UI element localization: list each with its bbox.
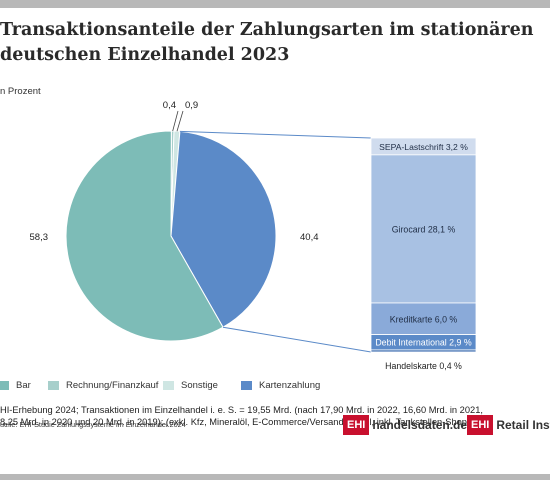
bar-label-sepa-lastschrift: SEPA-Lastschrift 3,2 %	[379, 142, 468, 152]
ehi-logo-mark: EHI	[343, 415, 370, 435]
chart-canvas: 58,3 40,4 0,4 0,9 SEPA-Lastschrift 3,2 % Gir…	[30, 100, 477, 371]
pie-leader-line-rechnung	[172, 110, 179, 132]
pie-slice-bar	[65, 130, 224, 342]
bar-segment-kreditkarte	[370, 302, 477, 336]
legend-item-bar: Bar	[0, 380, 31, 391]
chart-title: Transaktionsanteile der Zahlungsarten im…	[0, 20, 534, 65]
ehi-logo-mark: EHI	[467, 415, 494, 435]
pie-chart	[65, 130, 277, 342]
legend-item-sonstige: Sonstige	[163, 380, 218, 391]
pie-label-rechnung: 0,4	[163, 100, 176, 111]
pie-label-sonstige: 0,9	[185, 100, 198, 111]
legend-label-rechnung: Rechnung/Finanzkauf	[66, 380, 159, 391]
connector-line-top	[179, 130, 372, 139]
pie-leader-line-sonstige	[176, 110, 184, 132]
footnote: HI-Erhebung 2024; Transaktionen im Einze…	[0, 405, 483, 427]
logo-retail-institut: EHI Retail Institut	[467, 414, 550, 436]
legend-label-sonstige: Sonstige	[181, 380, 218, 391]
pie-slice-kartenzahlung	[170, 130, 277, 328]
legend: Bar Rechnung/Finanzkauf Sonstige Kartenz…	[0, 380, 550, 394]
logo-handelsdaten: EHI handelsdaten.de	[343, 414, 467, 436]
legend-label-kartenzahlung: Kartenzahlung	[259, 380, 321, 391]
bar-label-handelskarte: Handelskarte 0,4 %	[385, 361, 462, 371]
bar-segment-girocard	[370, 154, 477, 304]
pie-label-kartenzahlung: 40,4	[300, 232, 319, 243]
legend-swatch-sonstige	[163, 381, 174, 390]
legend-item-rechnung: Rechnung/Finanzkauf	[48, 380, 158, 391]
top-border	[0, 0, 550, 8]
logo-handelsdaten-text: handelsdaten.de	[372, 418, 468, 432]
stacked-bar-labels: SEPA-Lastschrift 3,2 % Girocard 28,1 % Kre…	[375, 142, 472, 371]
source-note: uelle: EHI-Studie Zahlungssysteme im Ein…	[0, 420, 186, 429]
unit-label: n Prozent	[0, 86, 41, 97]
legend-swatch-kartenzahlung	[241, 381, 252, 390]
connector-lines	[179, 130, 372, 353]
bar-label-girocard: Girocard 28,1 %	[392, 224, 456, 234]
bar-label-debit-international: Debit International 2,9 %	[375, 338, 472, 348]
legend-swatch-bar	[0, 381, 9, 390]
logo-retail-institut-text: Retail Institut	[496, 418, 550, 432]
stacked-card-bar	[370, 137, 477, 353]
bar-label-kreditkarte: Kreditkarte 6,0 %	[390, 314, 458, 324]
bar-segment-handelskarte	[370, 349, 477, 353]
legend-swatch-rechnung	[48, 381, 59, 390]
bottom-border	[0, 474, 550, 480]
connector-line-bottom	[222, 326, 372, 353]
pie-value-labels: 58,3 40,4 0,4 0,9	[30, 100, 319, 243]
legend-item-kartenzahlung: Kartenzahlung	[241, 380, 320, 391]
legend-label-bar: Bar	[16, 380, 31, 391]
pie-label-bar: 58,3	[30, 232, 49, 243]
